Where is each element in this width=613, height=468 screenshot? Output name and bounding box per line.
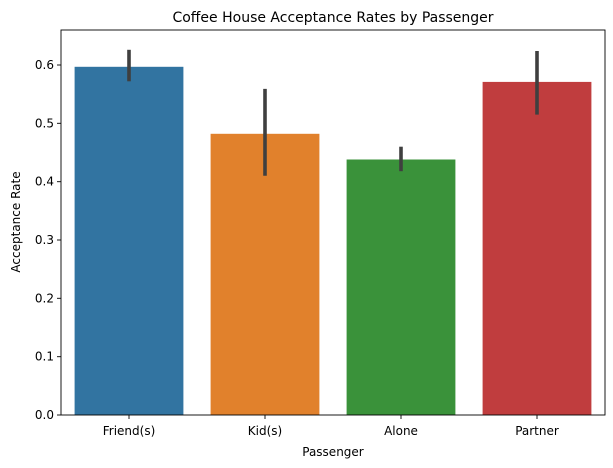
y-tick-label-2: 0.2 [35, 291, 54, 305]
y-axis: 0.0 0.1 0.2 0.3 0.4 0.5 0.6 [35, 58, 61, 422]
y-tick-label-4: 0.4 [35, 175, 54, 189]
chart-title: Coffee House Acceptance Rates by Passeng… [172, 10, 493, 26]
error-bars-group [127, 49, 539, 176]
y-axis-label: Acceptance Rate [9, 171, 23, 272]
bar-0 [74, 66, 184, 416]
x-axis-label: Passenger [302, 445, 364, 459]
x-axis: Friend(s) Kid(s) Alone Partner [103, 415, 559, 438]
bar-3 [482, 81, 592, 416]
bar-2 [346, 159, 456, 415]
y-tick-label-6: 0.6 [35, 58, 54, 72]
y-tick-label-5: 0.5 [35, 116, 54, 130]
x-tick-label-0: Friend(s) [103, 424, 156, 438]
bar-1 [210, 133, 320, 416]
x-tick-label-2: Alone [384, 424, 418, 438]
y-tick-label-1: 0.1 [35, 350, 54, 364]
y-tick-label-0: 0.0 [35, 408, 54, 422]
x-tick-label-1: Kid(s) [248, 424, 282, 438]
y-tick-label-3: 0.3 [35, 233, 54, 247]
x-tick-label-3: Partner [515, 424, 559, 438]
bars-group [74, 66, 592, 416]
plot-frame [60, 29, 606, 416]
